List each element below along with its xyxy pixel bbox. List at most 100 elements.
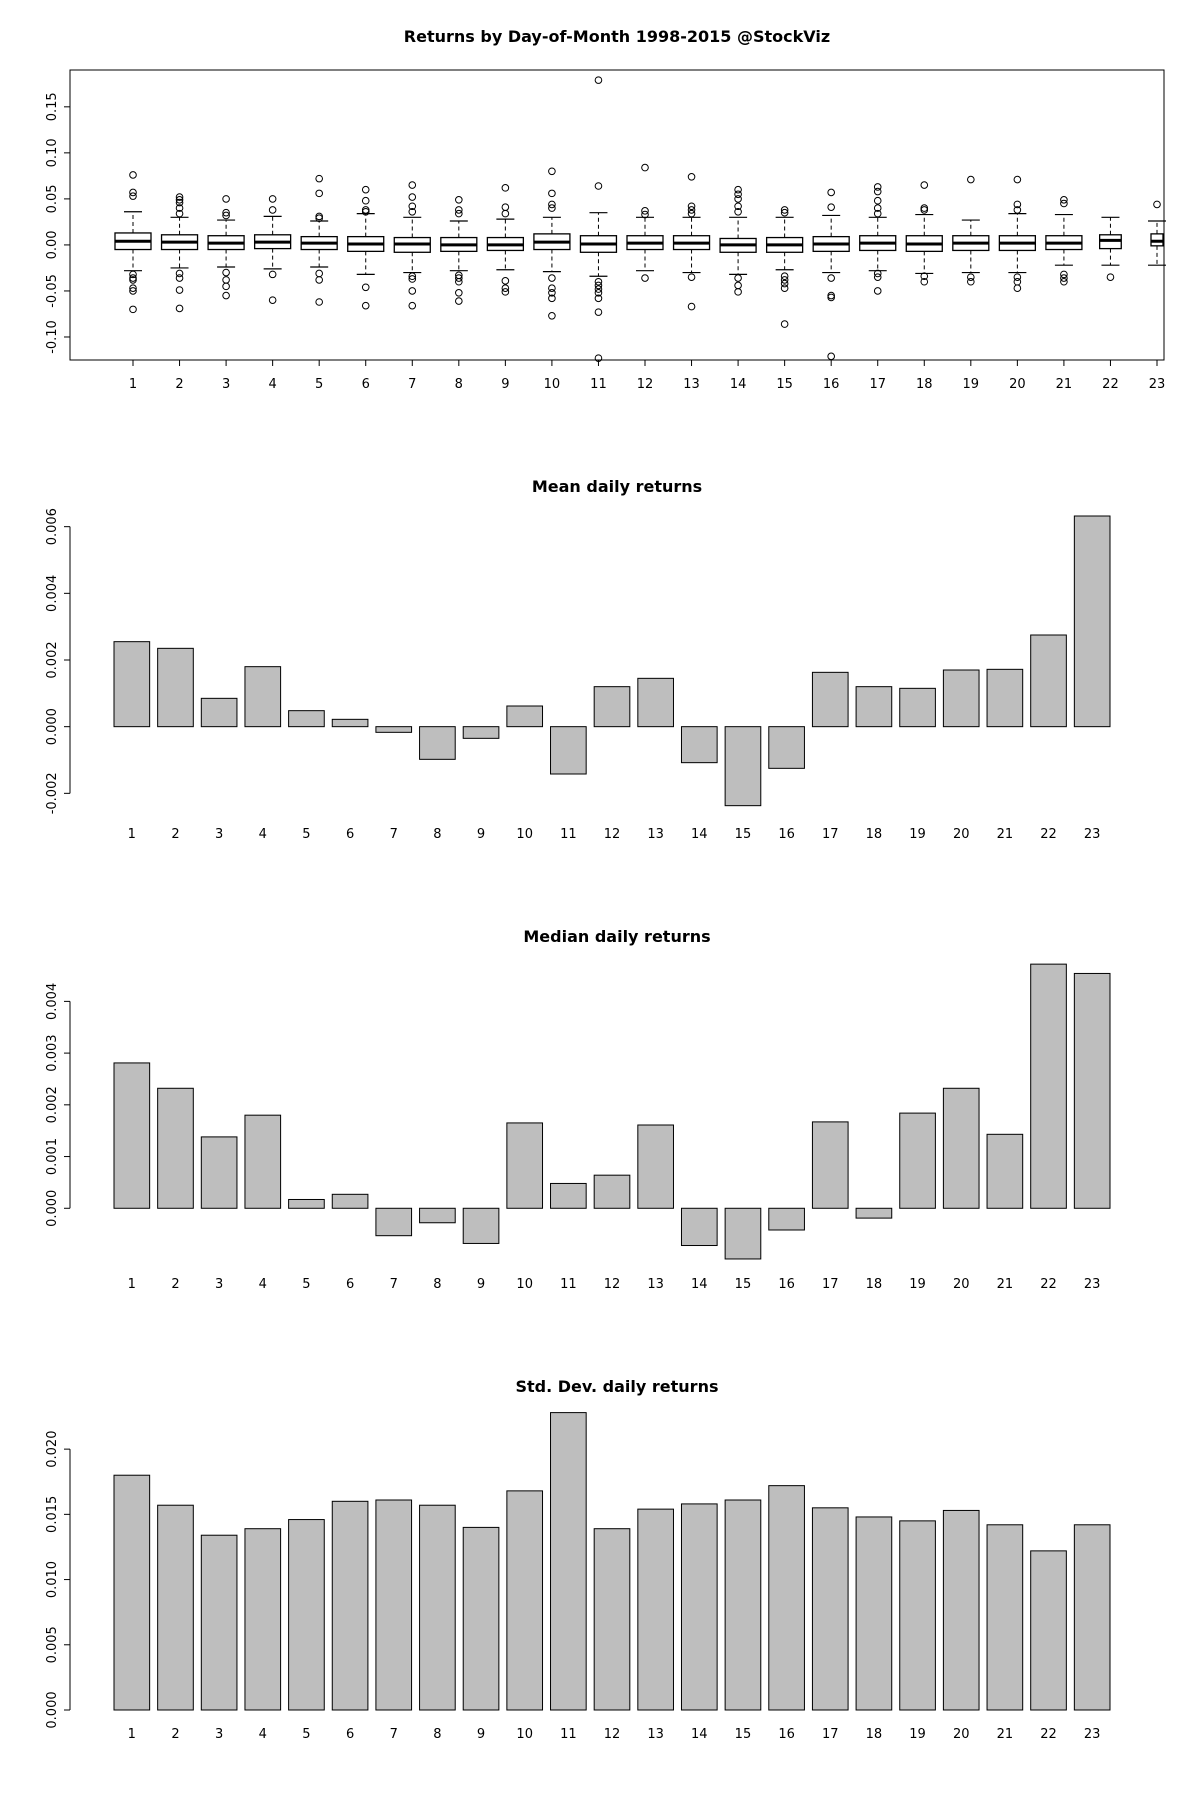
x-tick-label: 19	[963, 377, 980, 392]
outlier-point	[1106, 273, 1115, 281]
y-tick-label: 0.15	[45, 92, 60, 121]
y-tick-label: 0.000	[45, 1691, 60, 1728]
bar-day-21	[986, 1524, 1024, 1711]
plot-frame	[69, 69, 1165, 361]
outlier-point	[1153, 200, 1161, 209]
bar-day-2	[157, 1504, 194, 1711]
outlier-point	[734, 195, 742, 203]
outlier-point	[641, 210, 649, 219]
x-tick-label: 21	[997, 1727, 1014, 1742]
outlier-point	[641, 163, 649, 172]
outlier-point	[222, 195, 230, 203]
outlier-point	[873, 269, 882, 278]
x-tick-label: 20	[1009, 377, 1026, 392]
outlier-point	[455, 274, 463, 282]
x-tick-label: 17	[822, 827, 839, 842]
box-group-day-21	[1045, 196, 1083, 286]
bar-day-7	[375, 726, 413, 733]
outlier-point	[175, 269, 184, 278]
outlier-point	[222, 276, 230, 284]
x-tick-label: 11	[560, 827, 577, 842]
outlier-point	[827, 188, 835, 197]
outlier-point	[501, 288, 510, 296]
y-tick-label: 0.003	[45, 1034, 60, 1071]
outlier-point	[594, 76, 603, 84]
x-tick-label: 20	[953, 1727, 970, 1742]
x-tick-label: 4	[259, 1277, 267, 1292]
x-tick-label: 21	[1056, 377, 1073, 392]
outlier-point	[408, 193, 417, 201]
bar-day-14	[680, 726, 718, 764]
bar-day-21	[986, 668, 1024, 728]
outlier-point	[734, 281, 742, 290]
outlier-point	[129, 305, 137, 314]
outlier-point	[641, 274, 649, 282]
outlier-point	[594, 308, 603, 316]
x-tick-label: 21	[997, 827, 1014, 842]
outlier-point	[548, 284, 556, 292]
box-group-day-8	[440, 196, 478, 305]
outlier-point	[1013, 284, 1022, 292]
y-tick-label: 0.004	[45, 983, 60, 1020]
bar-day-4	[244, 1114, 282, 1209]
x-tick-label: 11	[590, 377, 607, 392]
bar-day-5	[288, 1519, 325, 1711]
bar-day-16	[768, 1207, 805, 1231]
outlier-point	[873, 204, 882, 212]
outlier-point	[687, 206, 696, 214]
mean-returns-panel: Mean daily returns -0.002 0.000 0.002 0.004…	[45, 477, 1111, 842]
x-tick-label: 5	[315, 377, 323, 392]
outlier-point	[1060, 274, 1068, 282]
bar-day-2	[157, 1087, 194, 1209]
outlier-point	[455, 288, 463, 297]
x-tick-label: 20	[953, 827, 970, 842]
x-tick-label: 19	[909, 1277, 926, 1292]
outlier-point	[175, 304, 184, 313]
bar-day-23	[1073, 515, 1111, 728]
bar-day-17	[811, 671, 849, 728]
outlier-point	[687, 172, 696, 181]
x-tick-label: 22	[1040, 827, 1057, 842]
x-tick-label: 22	[1102, 377, 1119, 392]
outlier-point	[129, 188, 137, 197]
x-tick-label: 18	[866, 1277, 883, 1292]
x-tick-label: 18	[916, 377, 933, 392]
x-tick-label: 16	[823, 377, 840, 392]
outlier-point	[594, 281, 603, 290]
outlier-point	[315, 269, 323, 278]
outlier-point	[780, 272, 789, 281]
bar-day-8	[419, 726, 456, 760]
y-tick-label: 0.002	[45, 1086, 60, 1123]
bar-day-13	[637, 1508, 674, 1711]
bar-day-21	[986, 1133, 1024, 1209]
outlier-point	[315, 214, 323, 223]
box-group-day-14	[719, 185, 757, 296]
bar-day-10	[506, 1490, 544, 1711]
chart-title: Median daily returns	[523, 927, 710, 946]
outlier-point	[175, 209, 184, 218]
bar-day-14	[680, 1503, 718, 1711]
x-tick-label: 8	[433, 1277, 441, 1292]
outlier-point	[780, 284, 789, 292]
outlier-point	[268, 296, 277, 304]
box-group-day-17	[859, 183, 897, 295]
outlier-point	[408, 301, 417, 310]
bar-day-19	[899, 687, 936, 728]
bar-day-8	[419, 1207, 456, 1224]
x-tick-label: 15	[735, 827, 752, 842]
outlier-point	[1060, 196, 1068, 204]
x-tick-label: 6	[346, 1277, 354, 1292]
y-tick-label: 0.000	[45, 1190, 60, 1227]
bar-day-6	[331, 1500, 369, 1711]
bar-day-15	[724, 1207, 762, 1260]
outlier-point	[734, 207, 742, 216]
outlier-point	[594, 294, 603, 303]
bar-day-11	[550, 726, 587, 775]
box-group-day-12	[626, 163, 664, 282]
x-tick-label: 23	[1149, 377, 1166, 392]
outlier-point	[920, 272, 929, 281]
bar-day-16	[768, 726, 805, 769]
bar-day-1	[113, 1474, 151, 1711]
x-tick-label: 3	[222, 377, 230, 392]
box-group-day-23	[1148, 200, 1166, 266]
